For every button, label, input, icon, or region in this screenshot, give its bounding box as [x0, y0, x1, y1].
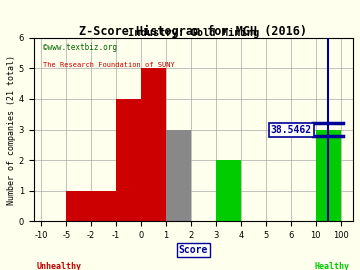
Bar: [316, 130, 341, 221]
Text: Healthy: Healthy: [315, 262, 350, 270]
Bar: [216, 160, 241, 221]
Bar: [116, 99, 141, 221]
Bar: [141, 68, 166, 221]
Text: 38.5462: 38.5462: [271, 124, 312, 135]
Y-axis label: Number of companies (21 total): Number of companies (21 total): [7, 55, 16, 205]
Text: Score: Score: [179, 245, 208, 255]
Text: Industry: Gold Mining: Industry: Gold Mining: [128, 28, 259, 38]
Text: The Research Foundation of SUNY: The Research Foundation of SUNY: [44, 62, 175, 68]
Text: Unhealthy: Unhealthy: [37, 262, 82, 270]
Bar: [166, 130, 191, 221]
Bar: [66, 191, 116, 221]
Text: ©www.textbiz.org: ©www.textbiz.org: [44, 43, 117, 52]
Title: Z-Score Histogram for MGH (2016): Z-Score Histogram for MGH (2016): [80, 25, 307, 38]
